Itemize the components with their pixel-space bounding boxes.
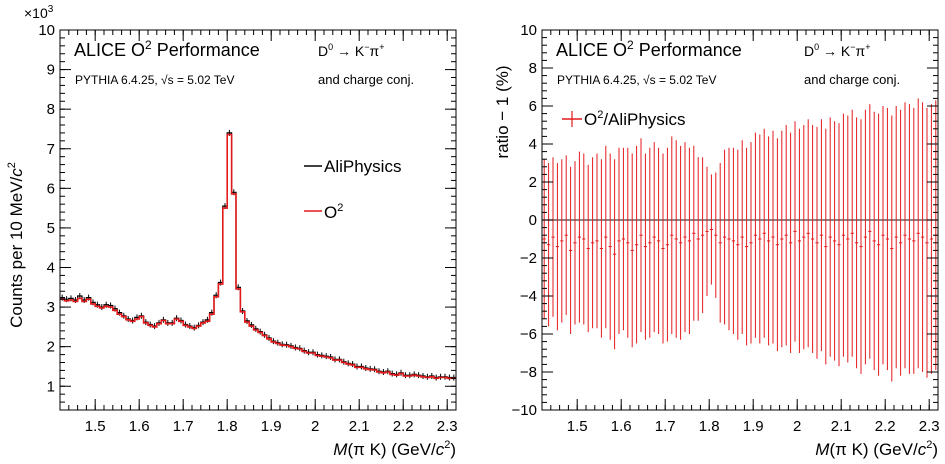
y-tick-label: 3 xyxy=(47,299,55,316)
x-tick-label: 1.6 xyxy=(611,418,632,435)
legend-label-ratio: O2/AliPhysics xyxy=(584,109,686,129)
mass-spectrum-marks xyxy=(60,129,456,381)
x-tick-label: 1.5 xyxy=(567,418,588,435)
ratio-charge-conj-label: and charge conj. xyxy=(804,72,900,87)
y-multiplier-exponent: 3 xyxy=(48,4,54,15)
mass-spectrum-legend: AliPhysics O2 xyxy=(304,157,401,222)
x-tick-label: 2.2 xyxy=(393,418,414,435)
x-tick-label: 1.8 xyxy=(699,418,720,435)
y-tick-label: 2 xyxy=(47,339,55,356)
x-tick-label: 2.1 xyxy=(831,418,852,435)
y-tick-label: 6 xyxy=(529,98,537,115)
mass-spectrum-generator-label: PYTHIA 6.4.25, √s = 5.02 TeV xyxy=(75,73,234,87)
y-tick-label: −4 xyxy=(520,288,537,305)
series-line-o2 xyxy=(60,133,456,380)
y-tick-label: 2 xyxy=(529,174,537,191)
y-tick-label: 5 xyxy=(47,220,55,237)
ratio-decay-label: D0 → K−π+ xyxy=(804,42,870,59)
ratio-ticks: 1.5 1.6 1.7 1.8 1.9 2 2.1 2.2 2.3 −10 −8 −6 −4 −2 0 2 4 6… xyxy=(512,22,940,435)
x-tick-label: 1.5 xyxy=(85,418,106,435)
ratio-title: ALICE O2 Performance xyxy=(556,38,742,60)
ratio-y-axis-title: ratio − 1 (%) xyxy=(493,65,512,158)
ratio-x-axis-title: M(π K) (GeV/c2) xyxy=(815,439,938,459)
ratio-marks xyxy=(542,98,938,382)
y-tick-label: 10 xyxy=(520,22,537,39)
x-tick-label: 1.7 xyxy=(655,418,676,435)
mass-spectrum-decay-label: D0 → K−π+ xyxy=(318,42,384,59)
x-tick-label: 1.8 xyxy=(217,418,238,435)
y-tick-label: 7 xyxy=(47,141,55,158)
ratio-generator-label: PYTHIA 6.4.25, √s = 5.02 TeV xyxy=(557,73,716,87)
legend-label-aliphysics: AliPhysics xyxy=(324,157,401,176)
x-tick-label: 2.3 xyxy=(919,418,940,435)
y-multiplier-text: ×10 xyxy=(24,5,48,21)
mass-spectrum-title: ALICE O2 Performance xyxy=(74,38,260,60)
y-tick-label: −10 xyxy=(512,402,537,419)
x-tick-label: 2 xyxy=(311,418,319,435)
y-tick-label: 0 xyxy=(529,212,537,229)
x-tick-label: 2.3 xyxy=(437,418,458,435)
mass-spectrum-y-multiplier: ×103 xyxy=(24,4,54,21)
mass-spectrum-frame xyxy=(59,29,457,411)
x-tick-label: 2.2 xyxy=(875,418,896,435)
y-tick-label: −2 xyxy=(520,250,537,267)
y-tick-label: 8 xyxy=(47,101,55,118)
mass-spectrum-charge-conj-label: and charge conj. xyxy=(318,72,414,87)
y-tick-label: −6 xyxy=(520,326,537,343)
y-tick-label: 1 xyxy=(47,378,55,395)
y-tick-label: −8 xyxy=(520,364,537,381)
y-tick-label: 4 xyxy=(529,136,537,153)
y-tick-label: 6 xyxy=(47,180,55,197)
y-tick-label: 9 xyxy=(47,62,55,79)
x-tick-label: 1.9 xyxy=(261,418,282,435)
x-tick-label: 2.1 xyxy=(349,418,370,435)
x-tick-label: 1.7 xyxy=(173,418,194,435)
x-tick-label: 1.9 xyxy=(743,418,764,435)
ratio-frame xyxy=(541,29,939,411)
ratio-panel: 1.5 1.6 1.7 1.8 1.9 2 2.1 2.2 2.3 −10 −8 −6 −4 −2 0 2 4 6… xyxy=(493,22,940,459)
x-tick-label: 2 xyxy=(793,418,801,435)
y-tick-label: 10 xyxy=(38,22,55,39)
mass-spectrum-ticks: 1.5 1.6 1.7 1.8 1.9 2 2.1 2.2 2.3 1 2 3 4 5 6 7 8 9 10 xyxy=(38,22,457,435)
x-tick-label: 1.6 xyxy=(129,418,150,435)
legend-label-o2: O2 xyxy=(324,202,343,222)
mass-spectrum-y-axis-title: Counts per 10 MeV/c2 xyxy=(6,162,26,328)
ratio-legend: O2/AliPhysics xyxy=(562,109,686,129)
y-tick-label: 4 xyxy=(47,260,55,277)
mass-spectrum-panel: 1.5 1.6 1.7 1.8 1.9 2 2.1 2.2 2.3 1 2 3 4 5 6 7 8 9 10 ×10… xyxy=(6,4,458,459)
mass-spectrum-x-axis-title: M(π K) (GeV/c2) xyxy=(333,439,456,459)
y-tick-label: 8 xyxy=(529,60,537,77)
